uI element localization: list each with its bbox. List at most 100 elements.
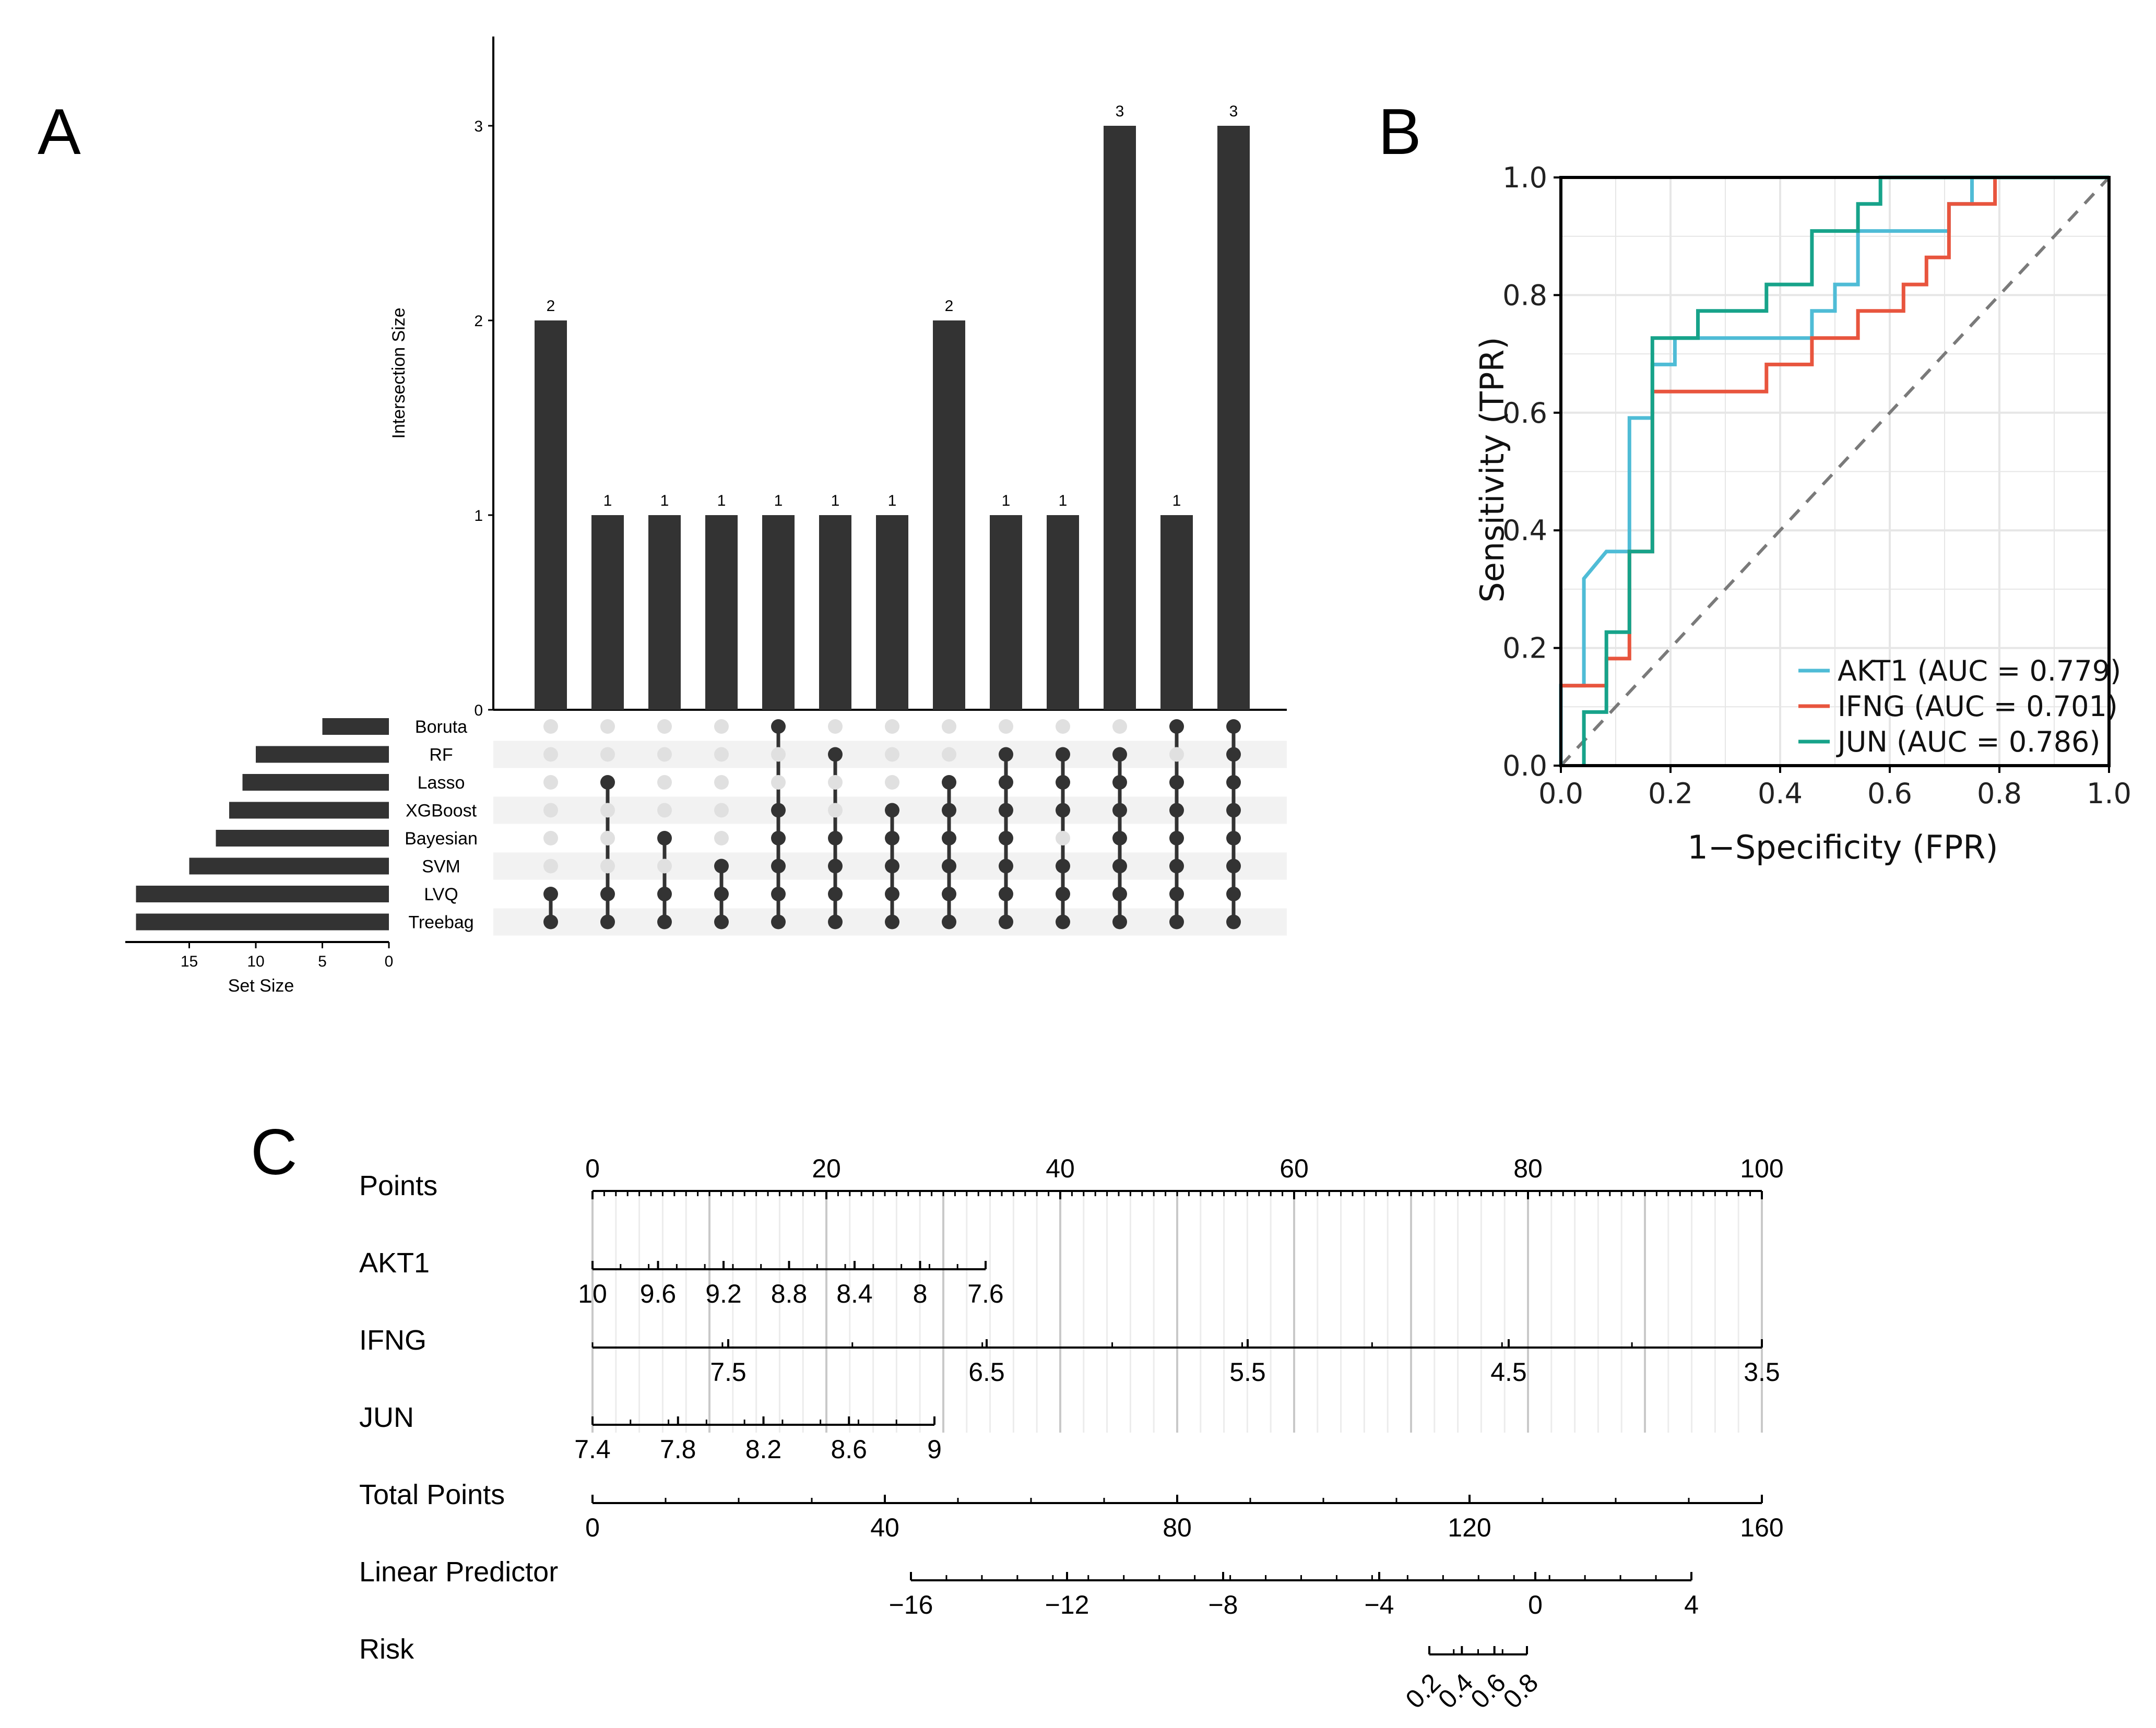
membership-dot-empty — [1056, 831, 1070, 845]
membership-dot-filled — [771, 719, 786, 734]
set-names: Boruta RF Lasso XGBoost Bayesian SVM LVQ Treeba… — [405, 717, 478, 933]
membership-dot-empty — [771, 775, 786, 790]
membership-dot-empty — [657, 859, 672, 874]
intersection-value: 3 — [1229, 103, 1238, 120]
nomogram-tick-label: 0 — [585, 1154, 600, 1183]
intersection-y-label: Intersection Size — [389, 307, 409, 438]
nomogram-row-label: JUN — [359, 1402, 414, 1433]
membership-dot-empty — [600, 831, 615, 845]
set-size-bars — [136, 718, 389, 931]
roc-y-tick-label: 0.6 — [1502, 397, 1547, 430]
membership-dot-filled — [771, 914, 786, 929]
nomogram-tick-label: 0 — [1528, 1590, 1543, 1619]
roc-x-tick-label: 1.0 — [2087, 777, 2131, 810]
panel-label-c: C — [251, 1116, 298, 1188]
intersection-bar — [1160, 515, 1193, 710]
intersection-bar — [535, 320, 567, 710]
membership-dot-filled — [1112, 887, 1127, 901]
membership-dot-filled — [828, 747, 843, 762]
membership-dot-empty — [1112, 719, 1127, 734]
membership-dot-empty — [942, 747, 956, 762]
membership-dot-filled — [1112, 859, 1127, 874]
nomogram-tick-label: 8 — [913, 1279, 928, 1308]
intersection-value: 2 — [547, 297, 555, 315]
intersection-value: 1 — [831, 492, 840, 509]
set-name: RF — [429, 745, 453, 765]
membership-dot-filled — [1169, 887, 1184, 901]
roc-y-tick-label: 0.8 — [1502, 279, 1547, 312]
membership-dot-filled — [771, 859, 786, 874]
membership-dot-filled — [657, 914, 672, 929]
membership-dot-filled — [1226, 803, 1241, 818]
roc-curve-ifng — [1561, 175, 2109, 688]
roc-x-tick-label: 0.6 — [1867, 777, 1912, 810]
set-name: Bayesian — [405, 829, 478, 849]
membership-dot-filled — [1112, 747, 1127, 762]
nomogram-tick-label: 9.6 — [640, 1279, 677, 1308]
membership-dot-empty — [543, 775, 558, 790]
membership-dot-filled — [942, 887, 956, 901]
nomogram-tick-label: 0 — [585, 1513, 600, 1542]
roc-curves — [1559, 175, 2109, 766]
membership-dot-empty — [885, 775, 899, 790]
nomogram-tick-label: −16 — [889, 1590, 933, 1619]
membership-dot-filled — [942, 775, 956, 790]
membership-dot-filled — [942, 803, 956, 818]
nomogram-tick-label: 8.4 — [836, 1279, 873, 1308]
membership-dot-empty — [771, 747, 786, 762]
roc-y-tick-label: 0.4 — [1502, 514, 1547, 547]
roc-x-tick-label: 0.8 — [1977, 777, 2022, 810]
nomogram-tick-label: 160 — [1740, 1513, 1783, 1542]
intersection-value: 2 — [945, 297, 954, 315]
set-name: Treebag — [408, 913, 473, 933]
intersection-bar — [591, 515, 624, 710]
membership-dot-empty — [600, 719, 615, 734]
membership-dot-filled — [1056, 887, 1070, 901]
y-tick-label: 0 — [474, 702, 483, 719]
nomogram-tick-label: 9 — [927, 1435, 942, 1464]
membership-dot-filled — [885, 914, 899, 929]
set-size-bar — [136, 913, 389, 931]
set-name: LVQ — [424, 885, 458, 904]
membership-dot-filled — [1056, 914, 1070, 929]
membership-dot-filled — [999, 914, 1013, 929]
membership-dot-filled — [885, 803, 899, 818]
membership-dot-filled — [999, 775, 1013, 790]
membership-dot-filled — [828, 887, 843, 901]
set-size-tick-label: 5 — [318, 953, 327, 970]
nomogram-tick-label: 80 — [1163, 1513, 1192, 1542]
nomogram-tick-label: 7.6 — [967, 1279, 1004, 1308]
membership-dot-empty — [543, 859, 558, 874]
set-name: SVM — [422, 857, 460, 877]
nomogram-tick-label: 40 — [1046, 1154, 1075, 1183]
membership-dot-empty — [942, 719, 956, 734]
roc-curve-jun — [1582, 175, 2109, 766]
set-name: Boruta — [415, 717, 467, 737]
nomogram-tick-label: 4.5 — [1490, 1357, 1527, 1387]
membership-dot-filled — [1056, 775, 1070, 790]
membership-dot-filled — [543, 887, 558, 901]
intersection-value: 1 — [1002, 492, 1011, 509]
intersection-value: 1 — [660, 492, 669, 509]
membership-dot-empty — [657, 803, 672, 818]
membership-dot-filled — [1169, 775, 1184, 790]
intersection-bar — [876, 515, 908, 710]
nomogram-tick-label: 4 — [1684, 1590, 1699, 1619]
intersection-bar — [648, 515, 681, 710]
membership-dot-filled — [714, 887, 729, 901]
membership-dot-filled — [1226, 719, 1241, 734]
nomogram-tick-label: 80 — [1513, 1154, 1543, 1183]
nomogram-row-label: Linear Predictor — [359, 1556, 558, 1588]
membership-dot-filled — [942, 914, 956, 929]
panel-label-b: B — [1378, 96, 1421, 168]
membership-dot-empty — [828, 719, 843, 734]
membership-dot-filled — [885, 887, 899, 901]
roc-y-tick-label: 0.0 — [1502, 749, 1547, 782]
set-size-bar — [216, 830, 389, 847]
nomogram-row-label: AKT1 — [359, 1247, 430, 1279]
membership-dot-filled — [1169, 803, 1184, 818]
nomogram-tick-label: 7.8 — [660, 1435, 696, 1464]
membership-dot-filled — [600, 887, 615, 901]
membership-dot-filled — [942, 859, 956, 874]
membership-dot-filled — [771, 831, 786, 845]
